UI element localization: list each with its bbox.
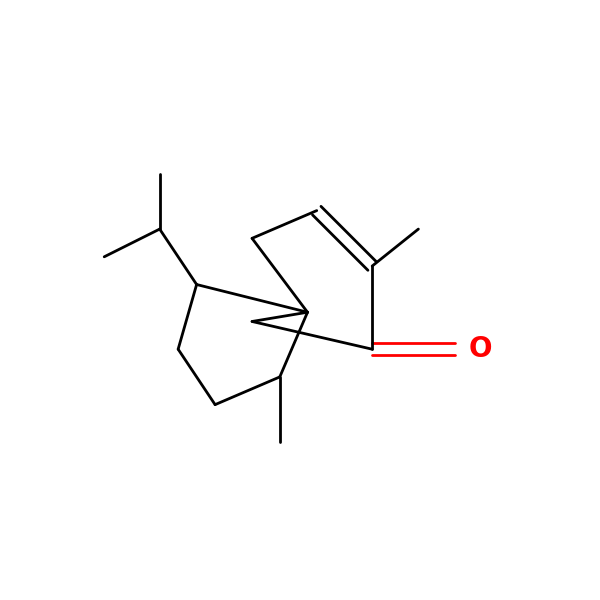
Text: O: O bbox=[468, 335, 492, 363]
